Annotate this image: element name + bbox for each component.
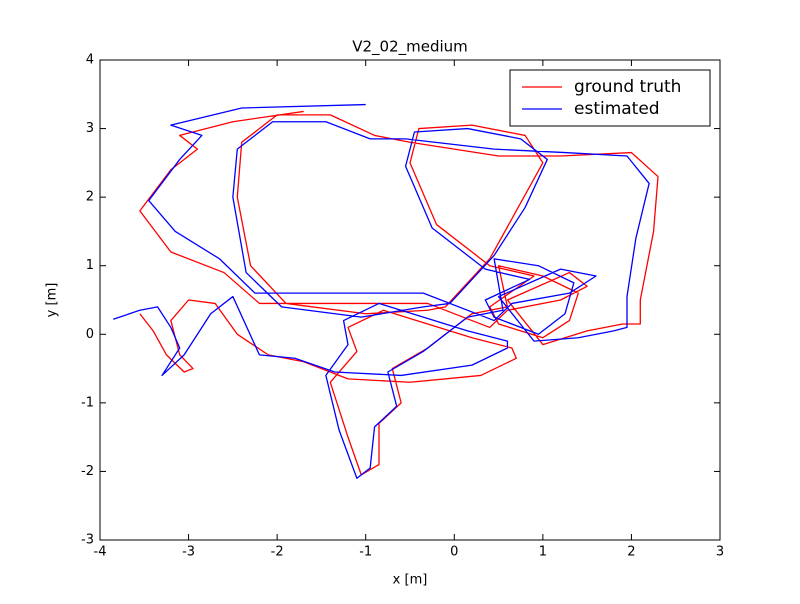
y-tick-label: 1 (86, 258, 94, 273)
chart-title: V2_02_medium (352, 38, 468, 57)
legend-box (509, 69, 711, 127)
y-tick-label: 2 (86, 190, 94, 205)
y-tick-label: -2 (81, 464, 94, 479)
y-axis-label: y [m] (45, 283, 60, 318)
y-tick-label: 4 (86, 53, 94, 68)
x-tick-label: 3 (716, 545, 724, 560)
x-tick-label: -3 (182, 545, 195, 560)
x-axis-label: x [m] (393, 573, 428, 588)
x-tick-label: 1 (539, 545, 547, 560)
x-tick-label: 0 (450, 545, 458, 560)
y-tick-label: -3 (81, 533, 94, 548)
x-tick-label: -4 (94, 545, 107, 560)
x-tick-label: 2 (627, 545, 635, 560)
legend-label: ground truth (574, 77, 681, 97)
trajectory (139, 110, 659, 476)
y-tick-label: 0 (86, 327, 94, 342)
y-tick-label: 3 (86, 121, 94, 136)
x-tick-label: -2 (271, 545, 284, 560)
trajectory (113, 103, 650, 479)
x-tick-label: -1 (359, 545, 372, 560)
legend-label: estimated (574, 99, 660, 119)
y-tick-label: -1 (81, 395, 94, 410)
